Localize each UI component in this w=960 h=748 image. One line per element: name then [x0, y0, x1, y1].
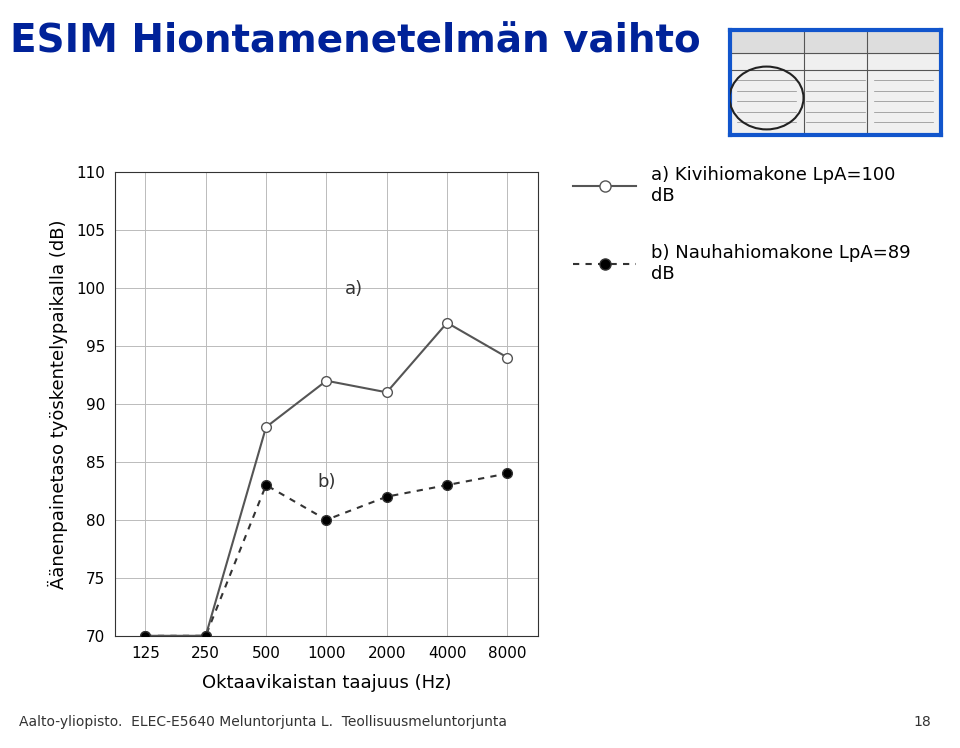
X-axis label: Oktaavikaistan taajuus (Hz): Oktaavikaistan taajuus (Hz) [202, 675, 451, 693]
Legend: a) Kivihiomakone LpA=100
dB, b) Nauhahiomakone LpA=89
dB: a) Kivihiomakone LpA=100 dB, b) Nauhahio… [565, 159, 918, 290]
Y-axis label: Äänenpainetaso työskentelypaikalla (dB): Äänenpainetaso työskentelypaikalla (dB) [48, 219, 68, 589]
Text: 18: 18 [914, 715, 931, 729]
Text: Aalto-yliopisto.  ELEC-E5640 Meluntorjunta L.  Teollisuusmeluntorjunta: Aalto-yliopisto. ELEC-E5640 Meluntorjunt… [19, 715, 507, 729]
Text: a): a) [345, 280, 363, 298]
Text: b): b) [318, 473, 336, 491]
Text: ESIM Hiontamenetelmän vaihto: ESIM Hiontamenetelmän vaihto [10, 22, 700, 61]
